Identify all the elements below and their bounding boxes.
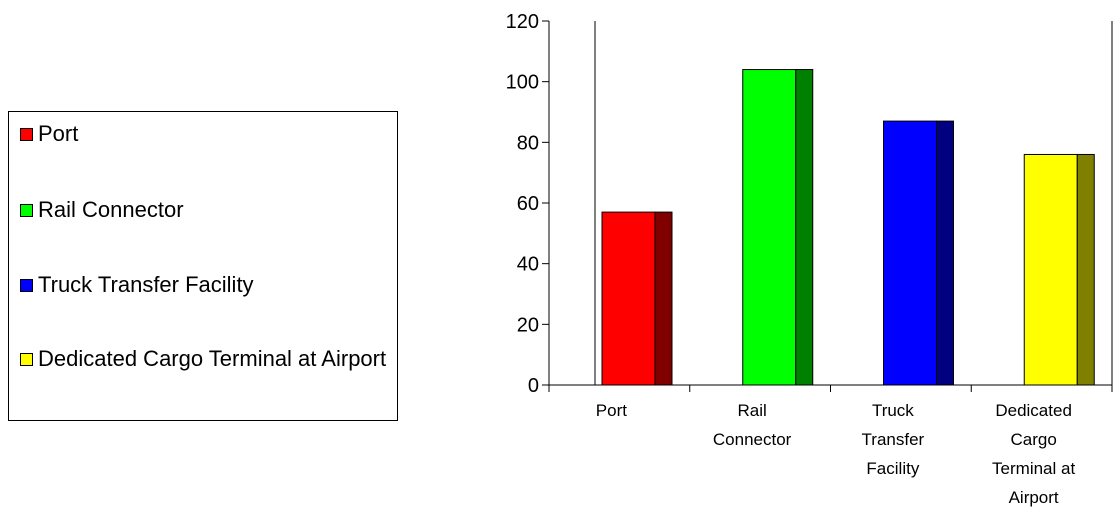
bar-3-front <box>1023 153 1078 386</box>
x-tick-label: Facility <box>866 459 919 478</box>
x-tick-label: Cargo <box>1010 430 1056 449</box>
y-tick-label: 20 <box>517 314 539 336</box>
legend-swatch-truck-transfer-facility <box>20 279 33 292</box>
legend-swatch-dedicated-cargo-terminal <box>20 353 33 366</box>
bar-1-front <box>742 69 797 386</box>
legend-item-rail-connector: Rail Connector <box>20 196 390 224</box>
x-tick-label: Dedicated <box>995 401 1072 420</box>
bar-2-side <box>936 120 954 386</box>
y-tick-label: 80 <box>517 132 539 154</box>
bar-0-front <box>601 211 656 386</box>
legend-label-truck-transfer-facility: Truck Transfer Facility <box>38 272 254 297</box>
x-tick-label: Port <box>596 401 627 420</box>
x-tick-label: Truck <box>872 401 914 420</box>
x-tick-label: Terminal at <box>992 459 1075 478</box>
legend-label-dedicated-cargo-terminal: Dedicated Cargo Terminal at Airport <box>38 346 387 371</box>
x-tick-label: Connector <box>713 430 792 449</box>
bar-2-front <box>883 120 937 386</box>
bar-3-side <box>1076 153 1095 386</box>
legend-swatch-port <box>20 128 33 141</box>
legend-label-port: Port <box>38 121 79 146</box>
x-tick-label: Airport <box>1009 488 1059 507</box>
y-tick-label: 60 <box>517 193 539 215</box>
legend-item-dedicated-cargo-terminal: Dedicated Cargo Terminal at Airport <box>20 345 390 373</box>
legend-item-truck-transfer-facility: Truck Transfer Facility <box>20 271 390 299</box>
y-tick-label: 100 <box>506 72 539 94</box>
bar-1-side <box>795 69 814 386</box>
legend-item-port: Port <box>20 120 390 148</box>
chart-legend: Port Rail Connector Truck Transfer Facil… <box>8 111 398 421</box>
y-tick-label: 40 <box>517 254 539 276</box>
x-tick-label: Transfer <box>862 430 925 449</box>
x-tick-label: Rail <box>737 401 766 420</box>
legend-swatch-rail-connector <box>20 204 33 217</box>
legend-label-rail-connector: Rail Connector <box>38 197 184 222</box>
y-tick-label: 120 <box>506 11 539 33</box>
bar-0-side <box>654 211 673 386</box>
y-tick-label: 0 <box>528 375 539 397</box>
